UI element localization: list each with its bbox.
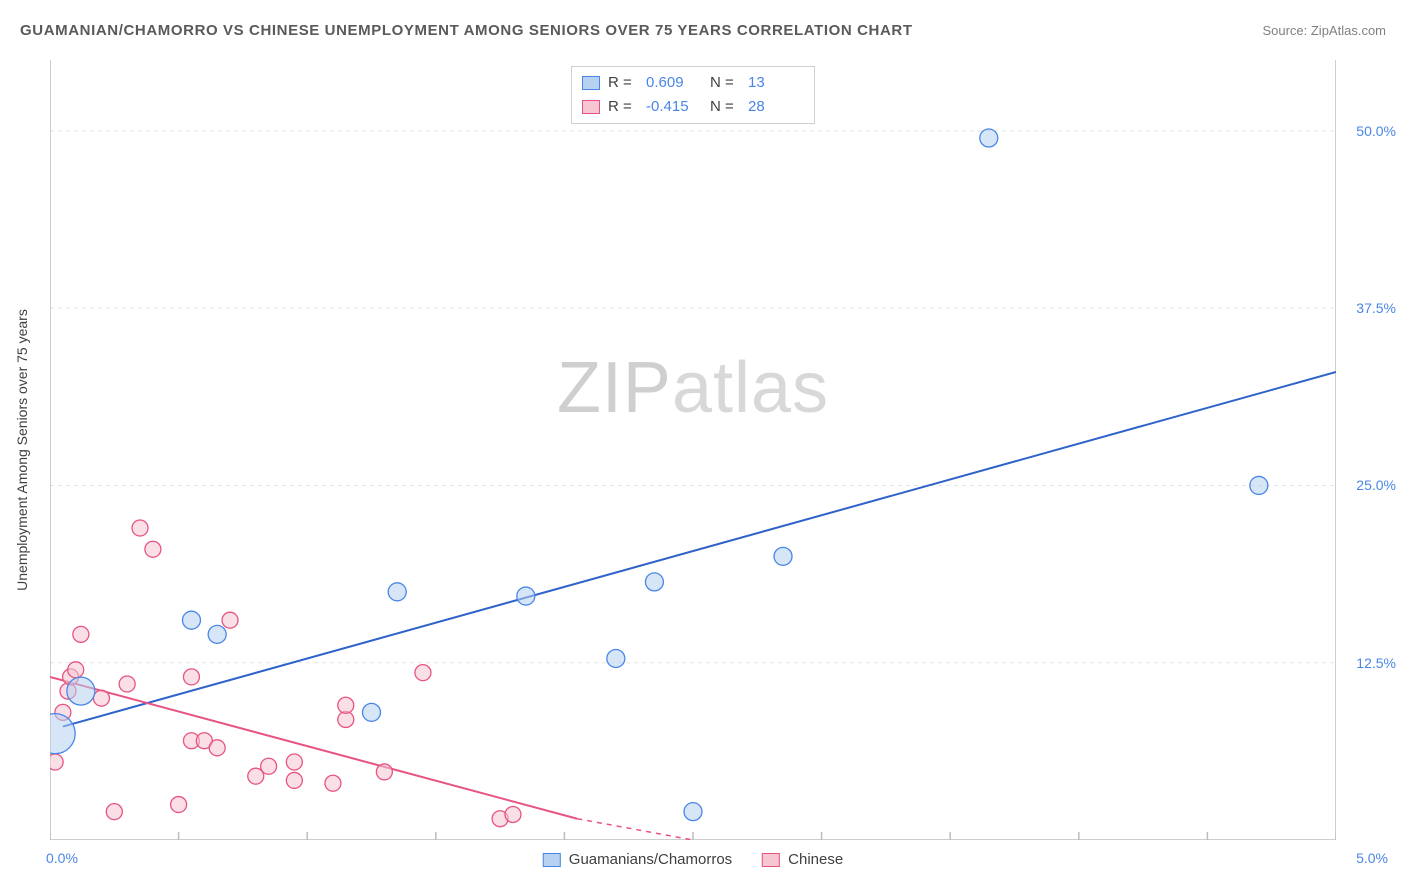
legend-swatch xyxy=(543,853,561,867)
correlation-legend: R = 0.609 N = 13 R = -0.415 N = 28 xyxy=(571,66,815,124)
y-tick-label: 12.5% xyxy=(1356,655,1396,671)
chart-header: GUAMANIAN/CHAMORRO VS CHINESE UNEMPLOYME… xyxy=(20,22,1386,39)
x-axis-min-label: 0.0% xyxy=(46,850,78,866)
n-value: 28 xyxy=(748,95,804,119)
chart-area: Unemployment Among Seniors over 75 years… xyxy=(50,60,1336,840)
r-value: -0.415 xyxy=(646,95,702,119)
chart-title: GUAMANIAN/CHAMORRO VS CHINESE UNEMPLOYME… xyxy=(20,22,913,39)
legend-swatch xyxy=(582,100,600,114)
legend-swatch xyxy=(582,76,600,90)
scatter-plot xyxy=(50,60,1336,840)
legend-label: Chinese xyxy=(788,851,843,868)
r-label: R = xyxy=(608,95,638,119)
y-tick-label: 50.0% xyxy=(1356,123,1396,139)
chart-source: Source: ZipAtlas.com xyxy=(1262,23,1386,38)
legend-item: Guamanians/Chamorros xyxy=(543,851,732,868)
correlation-row: R = -0.415 N = 28 xyxy=(582,95,804,119)
legend-label: Guamanians/Chamorros xyxy=(569,851,732,868)
y-tick-label: 25.0% xyxy=(1356,477,1396,493)
n-label: N = xyxy=(710,71,740,95)
correlation-row: R = 0.609 N = 13 xyxy=(582,71,804,95)
series-legend: Guamanians/Chamorros Chinese xyxy=(543,851,843,868)
y-axis-label: Unemployment Among Seniors over 75 years xyxy=(14,309,30,591)
legend-swatch xyxy=(762,853,780,867)
r-label: R = xyxy=(608,71,638,95)
n-label: N = xyxy=(710,95,740,119)
n-value: 13 xyxy=(748,71,804,95)
y-tick-label: 37.5% xyxy=(1356,300,1396,316)
r-value: 0.609 xyxy=(646,71,702,95)
x-axis-max-label: 5.0% xyxy=(1356,850,1388,866)
legend-item: Chinese xyxy=(762,851,843,868)
